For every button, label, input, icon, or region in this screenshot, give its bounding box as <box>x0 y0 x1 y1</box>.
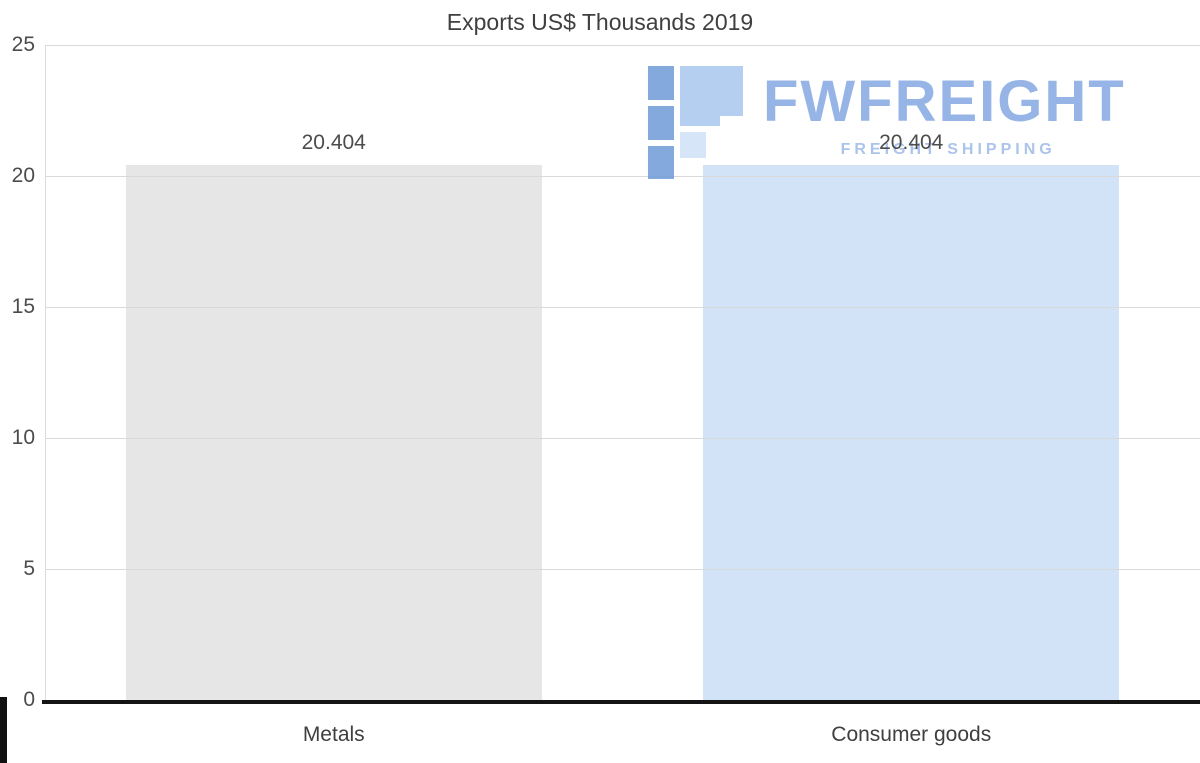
bar-metals[interactable] <box>125 165 542 700</box>
y-axis-tick-label: 0 <box>23 688 35 711</box>
x-axis-label: Consumer goods <box>831 723 992 746</box>
gridline <box>45 176 1200 177</box>
axis-corner-mark <box>0 697 7 763</box>
gridline <box>45 307 1200 308</box>
y-axis-line <box>45 45 46 700</box>
bar-value-label: 20.404 <box>301 131 366 155</box>
bar-value-label: 20.404 <box>879 131 944 155</box>
bar-slot: 20.404 <box>45 45 623 700</box>
chart-title: Exports US$ Thousands 2019 <box>446 9 754 35</box>
x-axis-labels: Metals Consumer goods <box>45 723 1200 747</box>
gridline <box>45 569 1200 570</box>
y-axis: 0 5 10 15 20 25 <box>0 33 45 711</box>
bars-layer: 20.404 20.404 <box>45 45 1200 700</box>
y-axis-tick-label: 20 <box>11 164 35 187</box>
bar-slot: 20.404 <box>623 45 1200 700</box>
bar-consumer-goods[interactable] <box>703 165 1120 700</box>
gridline <box>45 45 1200 46</box>
gridline <box>45 438 1200 439</box>
y-axis-tick-label: 5 <box>23 557 35 580</box>
y-axis-tick-label: 25 <box>11 33 35 56</box>
plot-area: 20.404 20.404 <box>45 45 1200 700</box>
y-axis-tick-label: 10 <box>11 426 35 449</box>
x-axis-line <box>42 700 1200 704</box>
x-axis-label: Metals <box>302 723 365 746</box>
y-axis-tick-label: 15 <box>11 295 35 318</box>
